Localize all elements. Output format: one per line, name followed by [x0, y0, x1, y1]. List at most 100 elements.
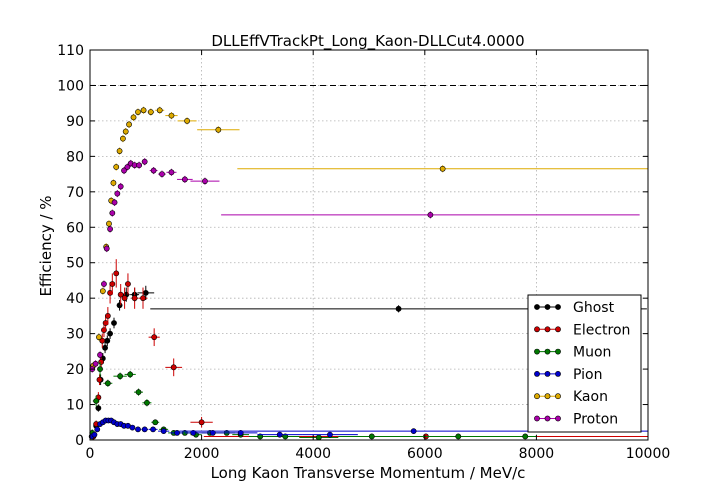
data-point-electron [113, 270, 120, 277]
data-point-kaon [168, 112, 175, 119]
data-point-proton [109, 210, 116, 216]
legend-entry-proton: Proton [534, 412, 618, 428]
data-point-pion [160, 428, 167, 435]
data-point-kaon [135, 109, 141, 115]
legend-marker [555, 415, 561, 422]
legend-marker [544, 304, 551, 310]
data-point-kaon [116, 148, 123, 154]
data-point-kaon [439, 165, 446, 172]
x-axis-label: Long Kaon Transverse Momentum / MeV/c [211, 464, 526, 482]
data-point-ghost [107, 330, 113, 337]
legend-label-kaon: Kaon [573, 389, 608, 405]
data-point-electron [117, 291, 124, 298]
data-point-electron [99, 337, 106, 344]
legend-entry-pion: Pion [534, 367, 602, 383]
data-point-pion [150, 426, 156, 433]
data-point-proton [159, 171, 165, 177]
y-axis-label: Efficiency / % [37, 195, 55, 296]
data-point-pion [141, 426, 148, 433]
data-point-pion [129, 424, 136, 431]
legend-label-pion: Pion [573, 367, 602, 383]
data-point-proton [114, 190, 121, 197]
data-point-muon [315, 434, 322, 441]
chart-title: DLLEffVTrackPt_Long_Kaon-DLLCut4.0000 [211, 32, 524, 51]
data-point-proton [121, 167, 127, 174]
data-point-ghost [142, 289, 149, 296]
data-point-ghost [104, 337, 111, 344]
data-point-muon [135, 389, 142, 396]
data-point-kaon [106, 220, 112, 227]
legend-label-muon: Muon [573, 345, 611, 361]
legend-marker [534, 415, 540, 422]
data-point-pion [327, 431, 333, 438]
legend: Ghost Electron Muon Pion Kaon Proton [527, 294, 642, 433]
data-point-muon [455, 433, 462, 440]
x-tick-label: 8000 [519, 446, 555, 462]
data-point-kaon [126, 121, 132, 128]
legend-entry-electron: Electron [534, 322, 630, 338]
data-point-proton [107, 226, 113, 232]
data-point-muon [104, 380, 111, 387]
y-tick-label: 70 [66, 185, 84, 201]
legend-label-proton: Proton [573, 412, 618, 428]
data-point-pion [94, 426, 101, 433]
data-point-pion [276, 431, 283, 438]
data-point-muon [93, 398, 100, 404]
y-tick-label: 90 [66, 114, 84, 130]
data-point-ghost [111, 320, 117, 326]
data-point-kaon [156, 107, 163, 114]
data-point-muon [152, 419, 159, 426]
y-tick-label: 50 [66, 256, 84, 272]
data-point-kaon [147, 109, 154, 115]
data-point-kaon [184, 118, 190, 124]
data-point-muon [522, 433, 529, 440]
data-point-proton [181, 176, 188, 183]
data-point-proton [202, 178, 208, 185]
data-point-proton [92, 360, 99, 367]
series-proton [89, 158, 640, 373]
data-point-kaon [113, 164, 120, 170]
data-point-electron [198, 419, 205, 426]
x-tick-label: 4000 [295, 446, 331, 462]
data-point-kaon [130, 114, 137, 121]
legend-marker [544, 415, 551, 422]
data-point-kaon [110, 180, 117, 186]
legend-marker [544, 348, 551, 355]
legend-marker [555, 326, 561, 333]
data-point-ghost [116, 302, 123, 309]
data-point-electron [140, 295, 146, 302]
data-point-electron [131, 295, 138, 302]
data-point-electron [170, 364, 177, 371]
data-point-kaon [120, 135, 126, 142]
legend-label-ghost: Ghost [573, 300, 615, 316]
data-point-proton [97, 352, 103, 358]
data-point-electron [121, 295, 128, 302]
legend-marker [544, 326, 551, 333]
data-point-electron [109, 281, 116, 287]
x-tick-label: 10000 [626, 446, 671, 462]
legend-entry-ghost: Ghost [534, 300, 615, 316]
data-point-proton [427, 211, 434, 218]
data-point-kaon [96, 334, 102, 341]
data-point-proton [103, 245, 110, 252]
data-point-pion [91, 431, 98, 438]
legend-marker [534, 326, 540, 333]
axis-ticks: 0 2000 4000 6000 8000 10000 0 10 20 30 40 50 60 70 80 9… [57, 43, 670, 462]
y-tick-label: 0 [75, 433, 84, 449]
data-point-muon [127, 371, 134, 378]
legend-box [527, 294, 642, 433]
legend-marker [534, 348, 540, 355]
y-tick-label: 40 [66, 291, 84, 307]
data-point-muon [97, 366, 103, 372]
data-point-kaon [215, 126, 222, 133]
data-point-kaon [122, 128, 129, 135]
data-point-ghost [95, 405, 102, 411]
data-point-proton [168, 169, 175, 176]
legend-marker [534, 304, 540, 310]
data-point-proton [136, 162, 143, 169]
legend-marker [555, 393, 561, 400]
data-point-muon [144, 399, 150, 406]
y-tick-label: 100 [57, 78, 84, 94]
data-point-electron [151, 334, 158, 341]
